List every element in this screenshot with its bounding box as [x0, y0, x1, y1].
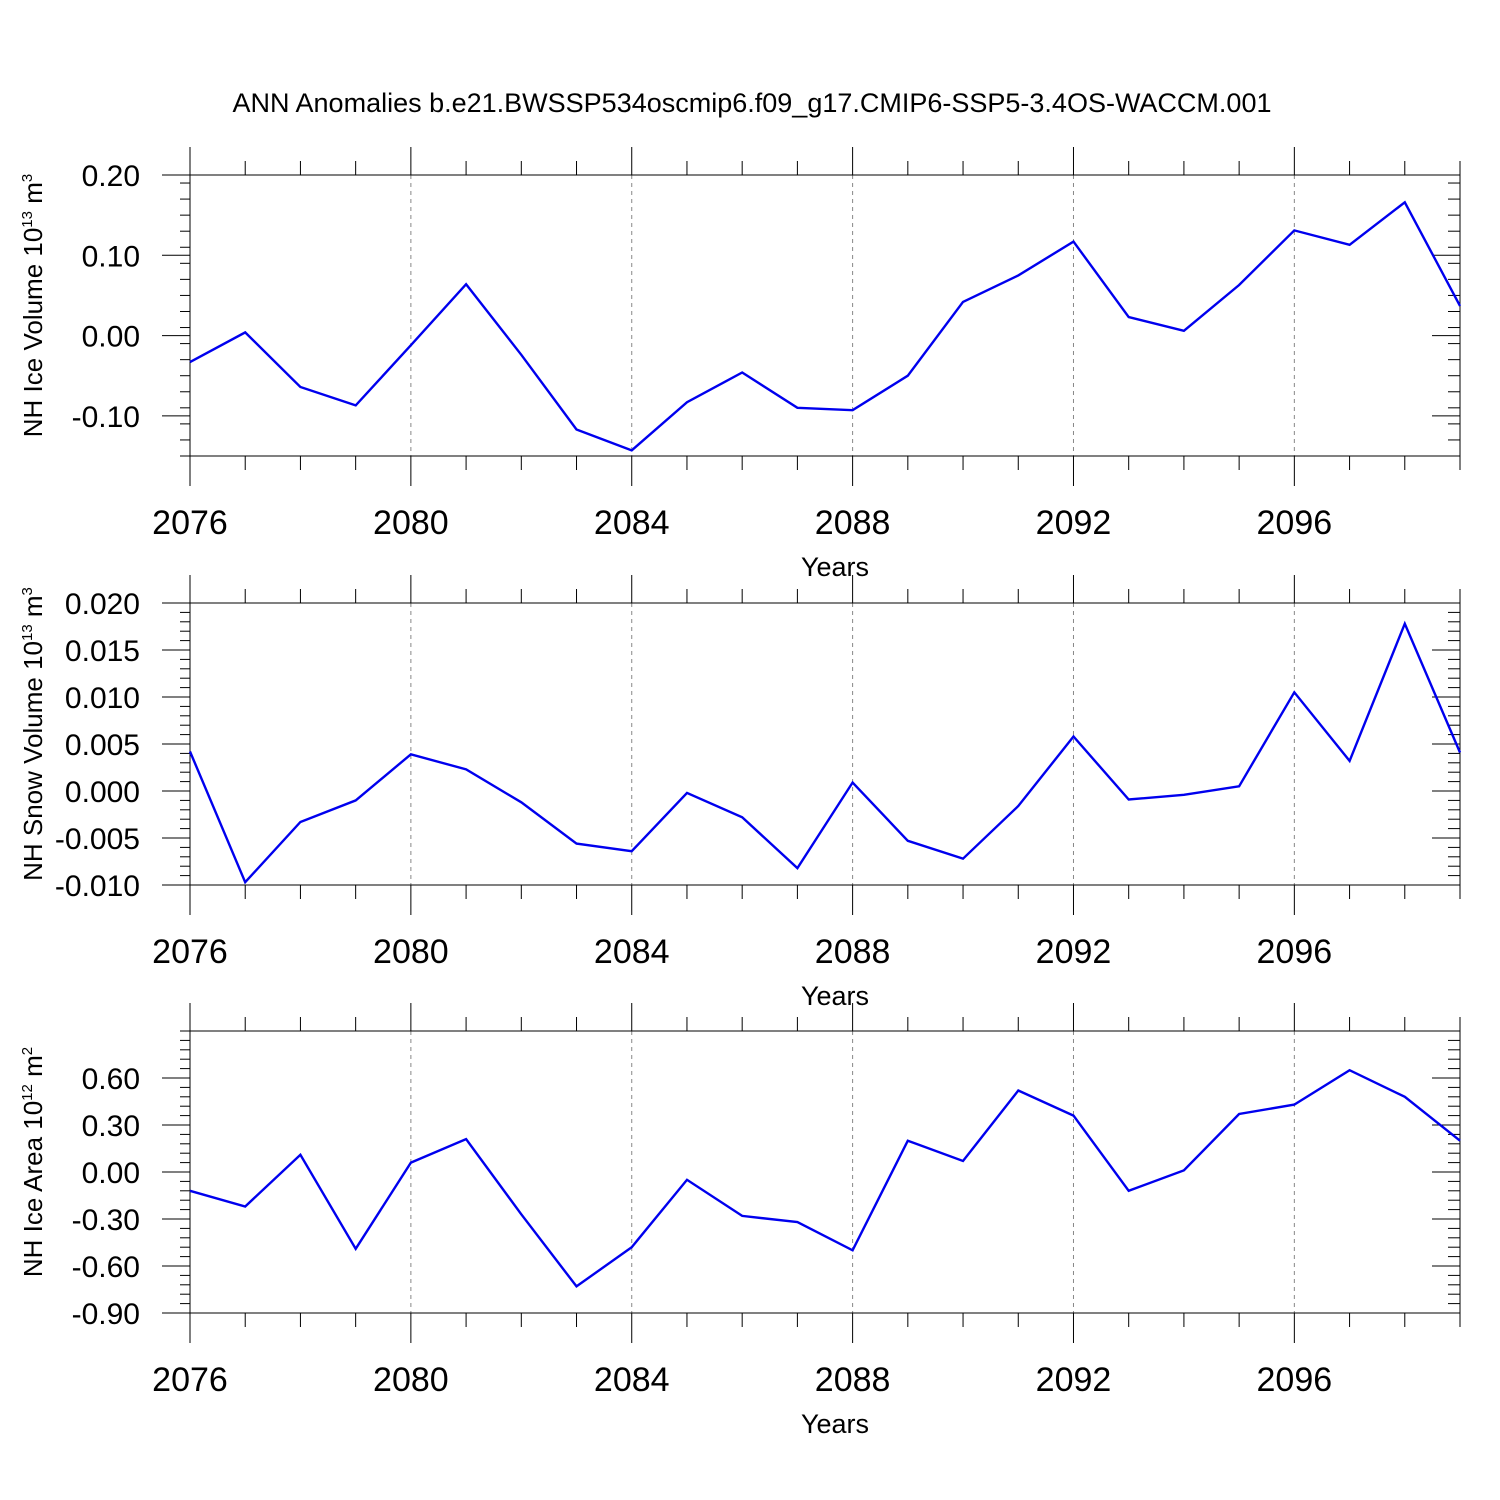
y-tick-label: 0.015: [65, 635, 140, 668]
x-tick-label: 2084: [594, 1361, 670, 1399]
y-axis-label-unit: m: [18, 595, 48, 624]
x-tick-label: 2088: [815, 504, 891, 542]
y-axis-label-text: NH Ice Volume 10: [18, 228, 48, 438]
x-axis-label: Years: [801, 981, 869, 1011]
x-tick-label: 2092: [1036, 504, 1112, 542]
x-tick-label: 2080: [373, 504, 449, 542]
y-tick-label: 0.20: [82, 160, 140, 193]
figure-title: ANN Anomalies b.e21.BWSSP534oscmip6.f09_…: [233, 88, 1272, 118]
y-tick-label: -0.010: [55, 870, 140, 903]
y-tick-label: 0.60: [82, 1063, 140, 1096]
y-axis-label-unit: m: [18, 182, 48, 211]
y-tick-label: -0.30: [72, 1204, 140, 1237]
y-tick-label: 0.00: [82, 321, 140, 354]
y-tick-label: 0.000: [65, 776, 140, 809]
y-tick-label: -0.90: [72, 1298, 140, 1331]
y-tick-label: -0.10: [72, 401, 140, 434]
panels: 2076 2080 2084 2088 2092 2096 Years -0.10 0.00 0.…: [18, 147, 1462, 1439]
panel-ice-area: 2076 2080 2084 2088 2092 2096 Years -0.90 -0.60 -…: [18, 1003, 1461, 1439]
x-axis-label: Years: [801, 552, 869, 582]
y-tick-label: 0.30: [82, 1110, 140, 1143]
y-axis-label-exponent: 12: [19, 1084, 36, 1101]
x-tick-label: 2080: [373, 933, 449, 971]
y-axis-label-exponent: 13: [19, 624, 36, 641]
plot-frame: [189, 174, 1461, 457]
y-axis-label-unit: m: [18, 1055, 48, 1084]
y-axis-label-unit-exponent: 3: [19, 587, 36, 595]
x-tick-label: 2096: [1257, 1361, 1333, 1399]
y-axis-label-exponent: 13: [19, 211, 36, 228]
x-tick-label: 2088: [815, 933, 891, 971]
y-tick-label: 0.00: [82, 1157, 140, 1190]
series-line-ice-area: [189, 1068, 1461, 1289]
y-axis-label: NH Ice Volume 1013 m3: [18, 174, 48, 437]
plot-frame: [189, 1030, 1461, 1314]
y-tick-label: 0.010: [65, 682, 140, 715]
x-tick-label: 2076: [152, 933, 228, 971]
x-tick-label: 2092: [1036, 1361, 1112, 1399]
x-tick-label: 2096: [1257, 933, 1333, 971]
y-tick-label: 0.020: [65, 588, 140, 621]
plot-frame: [189, 602, 1461, 886]
panel-ice-volume: 2076 2080 2084 2088 2092 2096 Years -0.10 0.00 0.…: [18, 147, 1462, 582]
y-tick-label: 0.10: [82, 240, 140, 273]
y-axis-label: NH Ice Area 1012 m2: [18, 1047, 48, 1277]
y-axis-label-text: NH Ice Area 10: [18, 1101, 48, 1277]
x-axis-label: Years: [801, 1409, 869, 1439]
x-tick-label: 2084: [594, 933, 670, 971]
y-axis-label: NH Snow Volume 1013 m3: [18, 587, 48, 881]
panel-snow-volume: 2076 2080 2084 2088 2092 2096 Years -0.010 -0.00…: [18, 575, 1462, 1011]
y-axis-label-unit-exponent: 3: [19, 174, 36, 182]
x-tick-label: 2076: [152, 1361, 228, 1399]
x-tick-label: 2092: [1036, 933, 1112, 971]
y-axis-label-text: NH Snow Volume 10: [18, 641, 48, 881]
series-line-snow-volume: [188, 620, 1462, 885]
x-tick-label: 2084: [594, 504, 670, 542]
y-tick-label: -0.005: [55, 823, 140, 856]
y-axis-label-unit-exponent: 2: [19, 1047, 36, 1055]
x-tick-label: 2096: [1257, 504, 1333, 542]
x-tick-label: 2076: [152, 504, 228, 542]
x-tick-label: 2080: [373, 1361, 449, 1399]
y-tick-label: -0.60: [72, 1251, 140, 1284]
y-tick-label: 0.005: [65, 729, 140, 762]
x-tick-label: 2088: [815, 1361, 891, 1399]
series-line-ice-volume: [189, 200, 1462, 452]
